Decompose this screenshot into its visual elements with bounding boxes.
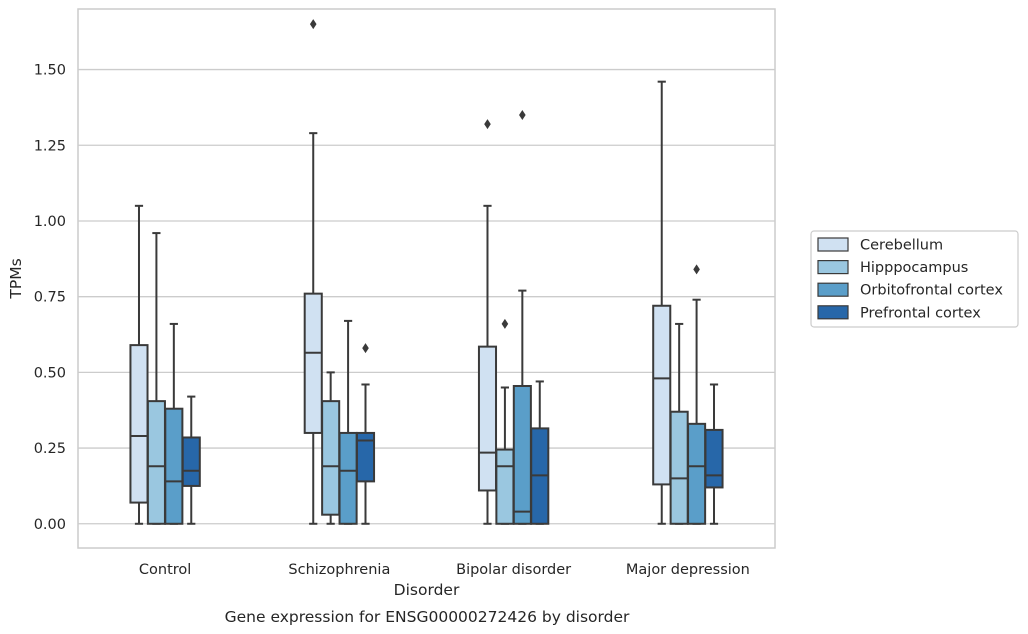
legend-swatch — [817, 305, 849, 320]
outlier-point — [362, 343, 369, 354]
x-tick-label: Control — [139, 562, 191, 578]
x-tick-labels: Control Schizophrenia Bipolar disorder Majo… — [139, 562, 750, 578]
y-tick-labels: 0.00 0.25 0.50 0.75 1.00 1.25 1.50 — [34, 63, 66, 533]
box-iqr — [321, 400, 341, 516]
box-schizophrenia-prefrontal-cortex — [355, 343, 376, 525]
box-control-orbitofrontal-cortex — [164, 322, 184, 525]
box-iqr — [303, 292, 323, 434]
box-iqr — [512, 384, 532, 525]
box-bipolar-disorder-cerebellum — [477, 119, 498, 525]
outlier-point — [501, 318, 509, 329]
box-iqr — [338, 431, 358, 525]
box-bipolar-disorder-orbitofrontal-cortex — [512, 109, 532, 525]
box-control-prefrontal-cortex — [181, 395, 201, 525]
plot-frame — [77, 8, 776, 549]
y-axis-label: TPMs — [7, 258, 25, 299]
box-iqr — [704, 428, 724, 489]
box-iqr — [477, 345, 498, 492]
box-major-depression-cerebellum — [652, 80, 672, 525]
outlier-point — [309, 19, 317, 30]
box-iqr — [129, 344, 149, 504]
box-schizophrenia-hipppocampus — [321, 371, 341, 525]
x-tick-label: Schizophrenia — [288, 562, 390, 578]
box-plot-marks — [129, 19, 724, 525]
outlier-point — [484, 119, 491, 130]
legend-swatch — [817, 282, 849, 297]
y-tick-label: 0.50 — [34, 365, 66, 381]
box-major-depression-hipppocampus — [669, 322, 689, 525]
y-tick-label: 1.50 — [34, 63, 66, 79]
box-iqr — [495, 448, 515, 525]
y-tick-label: 1.25 — [34, 138, 66, 154]
box-control-hipppocampus — [146, 232, 166, 525]
x-tick-label: Major depression — [626, 562, 750, 578]
box-iqr — [687, 422, 707, 525]
y-tick-label: 0.00 — [34, 517, 66, 533]
box-iqr — [181, 436, 201, 487]
legend-entry: Hipppocampus — [860, 260, 968, 276]
x-tick-label: Bipolar disorder — [456, 562, 571, 578]
box-major-depression-orbitofrontal-cortex — [687, 264, 707, 525]
box-major-depression-prefrontal-cortex — [704, 383, 724, 525]
chart-caption: Gene expression for ENSG00000272426 by d… — [225, 608, 630, 626]
legend: Cerebellum Hipppocampus Orbitofrontal cort… — [810, 230, 1019, 328]
box-bipolar-disorder-prefrontal-cortex — [530, 380, 550, 525]
legend-entry: Orbitofrontal cortex — [860, 283, 1003, 299]
box-schizophrenia-cerebellum — [303, 19, 323, 525]
legend-swatch — [817, 237, 849, 252]
outlier-point — [519, 109, 526, 120]
x-axis-label: Disorder — [394, 581, 460, 599]
box-iqr — [652, 304, 672, 486]
box-iqr — [164, 407, 184, 525]
box-schizophrenia-orbitofrontal-cortex — [338, 319, 358, 525]
y-tick-label: 1.00 — [34, 214, 66, 230]
legend-box — [810, 230, 1019, 328]
box-bipolar-disorder-hipppocampus — [495, 318, 515, 525]
outlier-point — [693, 264, 700, 275]
box-iqr — [355, 431, 376, 483]
box-iqr — [669, 410, 689, 525]
y-tick-label: 0.25 — [34, 441, 66, 457]
legend-entry: Cerebellum — [860, 238, 943, 254]
legend-entry: Prefrontal cortex — [860, 305, 981, 321]
box-iqr — [146, 400, 166, 525]
y-tick-label: 0.75 — [34, 290, 66, 306]
box-control-cerebellum — [129, 204, 149, 525]
legend-swatch — [817, 260, 849, 275]
